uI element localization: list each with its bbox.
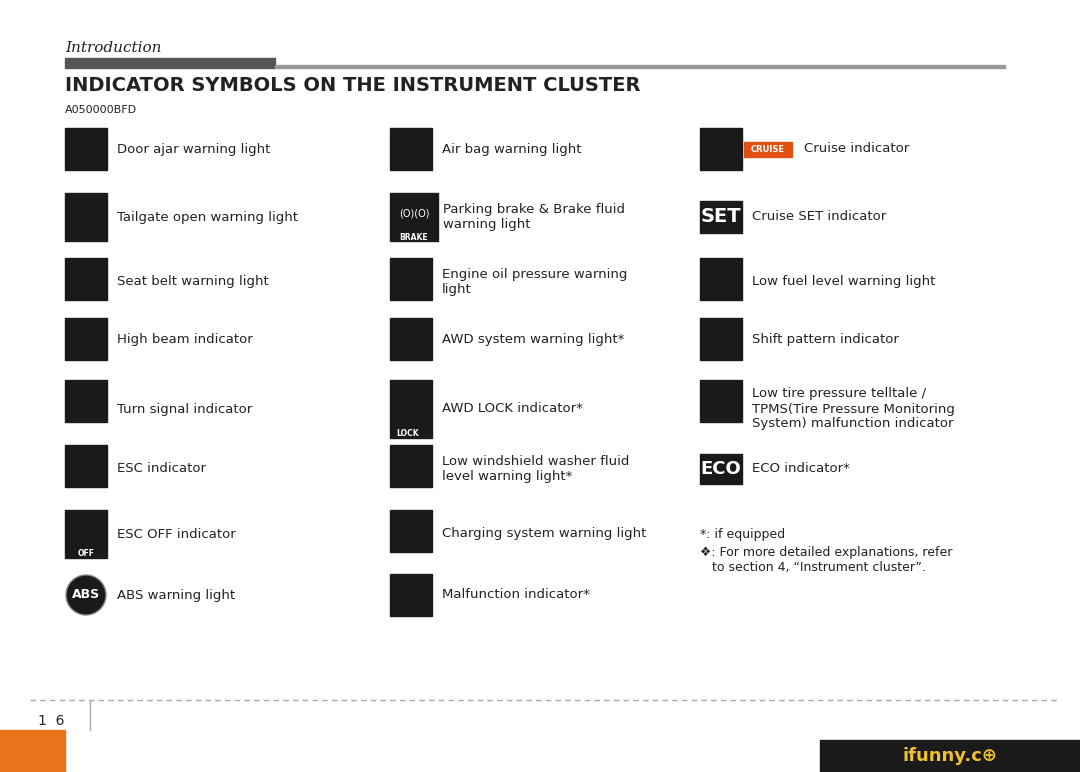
Text: Engine oil pressure warning
light: Engine oil pressure warning light [442,268,627,296]
Text: Cruise indicator: Cruise indicator [804,143,909,155]
Bar [390,380,432,438]
Text: INDICATOR SYMBOLS ON THE INSTRUMENT CLUSTER: INDICATOR SYMBOLS ON THE INSTRUMENT CLUS… [65,76,640,95]
Text: Cruise SET indicator: Cruise SET indicator [752,211,887,224]
Bar [700,201,742,233]
Text: Seat belt warning light: Seat belt warning light [117,276,269,289]
Bar [700,128,742,170]
Text: Door ajar warning light: Door ajar warning light [117,143,270,155]
Text: A050000BFD: A050000BFD [65,105,137,115]
Bar [65,258,107,300]
Bar [390,318,432,360]
Bar [275,65,1005,68]
Bar [65,128,107,170]
Bar [65,380,107,422]
Text: AWD LOCK indicator*: AWD LOCK indicator* [442,402,583,415]
Text: ECO indicator*: ECO indicator* [752,462,850,476]
Text: Low windshield washer fluid
level warning light*: Low windshield washer fluid level warnin… [442,455,630,483]
Bar [390,128,432,170]
Text: ABS: ABS [72,588,100,601]
Bar [390,193,438,241]
Bar [65,58,275,68]
Bar [65,510,107,558]
Text: LOCK: LOCK [396,428,419,438]
Text: SET: SET [701,208,741,226]
Text: 1  6: 1 6 [38,714,65,728]
Bar [700,454,742,484]
Bar [390,574,432,616]
Bar [390,510,432,552]
Text: Shift pattern indicator: Shift pattern indicator [752,333,899,346]
Bar [744,141,792,157]
Text: ESC OFF indicator: ESC OFF indicator [117,527,235,540]
Text: AWD system warning light*: AWD system warning light* [442,333,624,346]
Bar [0,730,65,772]
Text: Low fuel level warning light: Low fuel level warning light [752,276,935,289]
Text: Tailgate open warning light: Tailgate open warning light [117,211,298,224]
Text: ABS warning light: ABS warning light [117,588,235,601]
Bar [700,380,742,422]
Text: Introduction: Introduction [65,41,162,55]
Bar [65,193,107,241]
Text: ❖: For more detailed explanations, refer
   to section 4, “Instrument cluster”.: ❖: For more detailed explanations, refer… [700,546,953,574]
Text: (O)(O): (O)(O) [399,208,429,218]
Bar [65,445,107,487]
Text: Air bag warning light: Air bag warning light [442,143,581,155]
Text: High beam indicator: High beam indicator [117,333,253,346]
Text: BRAKE: BRAKE [400,232,429,242]
Bar [390,258,432,300]
Bar [390,445,432,487]
Bar [700,258,742,300]
Text: CRUISE: CRUISE [751,144,785,154]
Text: Parking brake & Brake fluid
warning light: Parking brake & Brake fluid warning ligh… [443,203,625,231]
Text: OFF: OFF [78,548,95,557]
Text: ifunny.c⊕: ifunny.c⊕ [903,747,998,765]
Text: ECO: ECO [701,460,741,478]
Bar [65,318,107,360]
Text: Turn signal indicator: Turn signal indicator [117,402,253,415]
Text: Charging system warning light: Charging system warning light [442,527,646,540]
Text: ESC indicator: ESC indicator [117,462,206,476]
Bar [820,740,1080,772]
Circle shape [66,575,106,615]
Text: Malfunction indicator*: Malfunction indicator* [442,588,590,601]
Text: Low tire pressure telltale /
TPMS(Tire Pressure Monitoring
System) malfunction i: Low tire pressure telltale / TPMS(Tire P… [752,388,955,431]
Bar [700,318,742,360]
Text: *: if equipped: *: if equipped [700,528,785,541]
